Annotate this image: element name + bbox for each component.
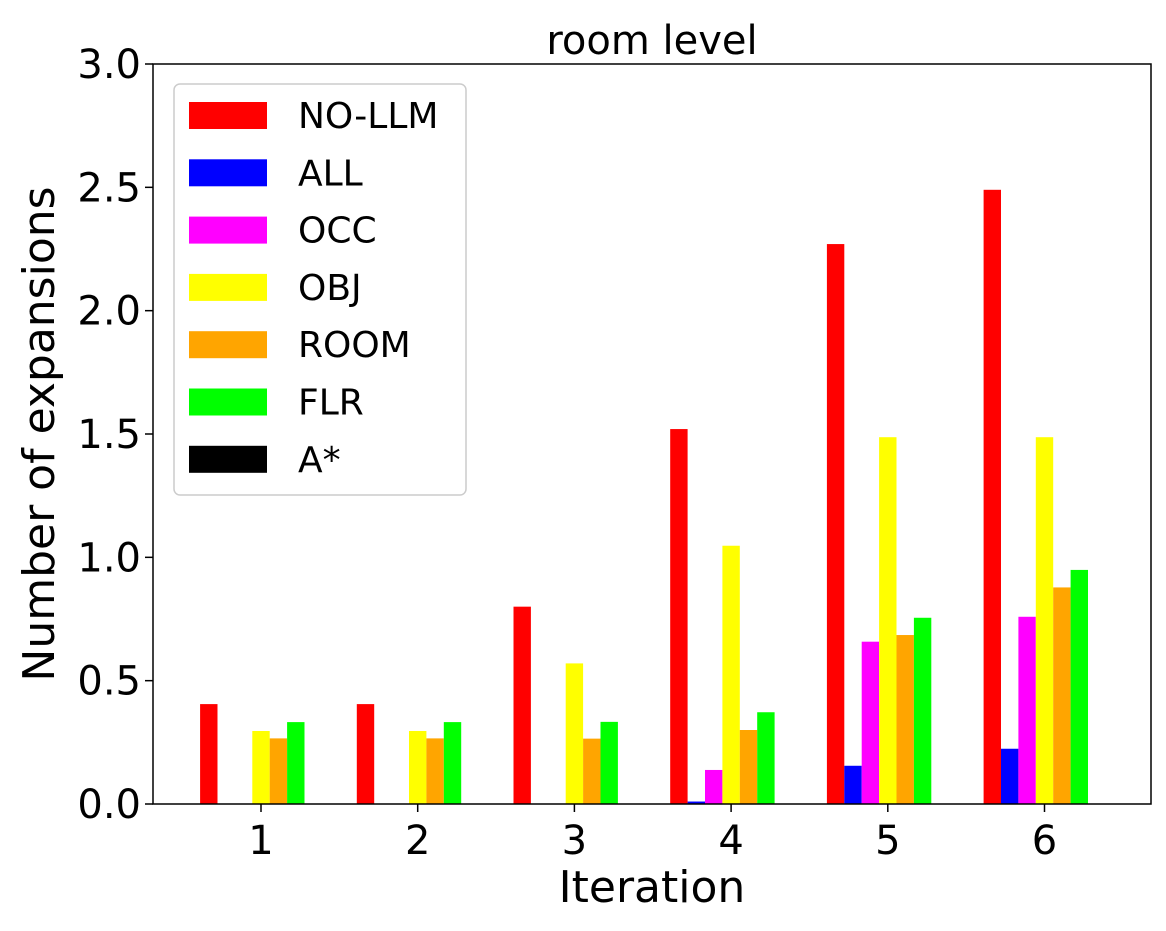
bar-all-4 <box>687 801 705 804</box>
bar-flr-1 <box>287 722 305 804</box>
bar-occ-4 <box>705 769 723 804</box>
x-axis-title: Iteration <box>559 862 746 913</box>
bar-flr-2 <box>443 722 462 804</box>
x-tick-label: 2 <box>405 818 430 864</box>
bar-obj-4 <box>722 545 740 804</box>
legend-swatch <box>189 216 267 244</box>
legend: NO-LLM ALL OCC OBJ ROOM FLR A* <box>173 83 467 496</box>
legend-label: OBJ <box>298 268 362 309</box>
legend-swatch <box>189 102 267 129</box>
legend-swatch <box>189 159 267 187</box>
bar-obj-1 <box>252 730 270 804</box>
bar-room-6 <box>1053 587 1071 804</box>
bar-obj-6 <box>1035 437 1054 804</box>
bar-room-4 <box>739 730 758 804</box>
y-tick-label: 3.0 <box>77 42 141 88</box>
bar-flr-5 <box>913 617 932 804</box>
legend-swatch <box>189 388 267 416</box>
y-axis: 0.0 0.5 1.0 1.5 2.0 2.5 3.0 <box>77 42 153 828</box>
x-tick-label: 3 <box>562 818 587 864</box>
bar-obj-3 <box>565 663 584 804</box>
y-tick-label: 1.5 <box>77 412 141 458</box>
bar-nollm-4 <box>670 429 688 804</box>
legend-label: NO-LLM <box>298 96 438 137</box>
x-axis: 1 2 3 4 5 6 <box>248 804 1057 864</box>
y-axis-title: Number of expansions <box>14 186 65 681</box>
bar-room-5 <box>896 635 914 804</box>
legend-label: A* <box>298 440 341 481</box>
bar-nollm-3 <box>513 606 531 804</box>
legend-label: ROOM <box>298 325 411 366</box>
y-tick-label: 0.5 <box>77 659 141 705</box>
bar-obj-5 <box>879 437 897 804</box>
bar-flr-6 <box>1070 569 1088 804</box>
bar-room-1 <box>269 738 288 804</box>
bar-nollm-2 <box>356 704 375 804</box>
bar-all-6 <box>1001 748 1019 804</box>
bar-all-5 <box>844 765 862 804</box>
y-tick-label: 1.0 <box>77 535 141 581</box>
bars-layer <box>200 189 1088 805</box>
y-tick-label: 0.0 <box>77 782 141 828</box>
y-tick-label: 2.0 <box>77 289 141 335</box>
bar-flr-3 <box>600 721 618 804</box>
bar-nollm-1 <box>200 704 218 804</box>
legend-swatch <box>189 273 267 301</box>
bar-room-3 <box>583 738 601 804</box>
y-tick-label: 2.5 <box>77 165 141 211</box>
bar-occ-6 <box>1018 616 1036 804</box>
bar-room-2 <box>426 738 444 804</box>
legend-label: OCC <box>298 211 377 252</box>
x-tick-label: 4 <box>718 818 743 864</box>
legend-swatch <box>189 331 267 359</box>
bar-obj-2 <box>409 730 427 804</box>
bar-nollm-6 <box>983 189 1001 805</box>
bar-occ-5 <box>861 641 880 804</box>
x-tick-label: 1 <box>248 818 273 864</box>
x-tick-label: 6 <box>1032 818 1057 864</box>
legend-label: FLR <box>298 383 364 424</box>
x-tick-label: 5 <box>875 818 900 864</box>
legend-label: ALL <box>298 153 363 194</box>
chart-title: room level <box>546 18 757 64</box>
bar-nollm-5 <box>826 244 845 805</box>
legend-swatch <box>189 445 267 473</box>
bar-flr-4 <box>757 712 775 804</box>
